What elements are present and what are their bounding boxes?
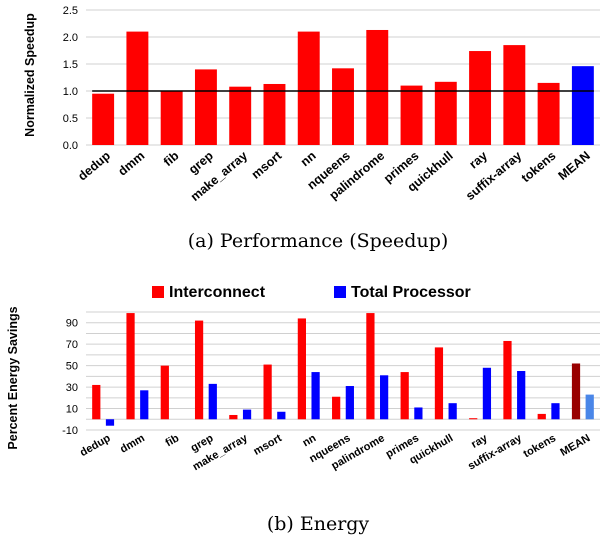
bar-interconnect-make-array	[229, 414, 238, 420]
y-tick-label: 1.5	[63, 59, 78, 71]
x-tick-label: MEAN	[558, 432, 592, 459]
bar-total-processor-palindrome	[380, 375, 389, 420]
speedup-chart: 0.00.51.01.52.02.5 dedup dmm fib grepmake_a…	[23, 5, 600, 252]
bar-interconnect-dmm	[126, 313, 135, 420]
x-tick-label: msort	[249, 148, 285, 182]
y-axis-label: Normalized Speedup	[23, 13, 37, 137]
y-tick-label: -10	[62, 425, 78, 437]
bar-ray	[469, 51, 492, 145]
bar-palindrome	[366, 29, 389, 146]
x-tick-label: tokens	[519, 149, 559, 186]
caption-a: (a) Performance (Speedup)	[188, 230, 449, 252]
bar-total-processor-nn	[311, 372, 320, 420]
bar-interconnect-suffix-array	[503, 340, 512, 420]
y-tick-label: 10	[66, 404, 78, 416]
x-tick-label: msort	[251, 432, 284, 458]
x-tick-label: dedup	[78, 432, 113, 459]
bar-total-processor-make-array	[242, 409, 252, 420]
x-tick-label: nn	[301, 432, 319, 449]
bar-interconnect-mean	[571, 363, 581, 420]
x-tick-label: ray	[467, 149, 490, 172]
legend-swatch-interconnect	[152, 286, 164, 298]
y-tick-label: 50	[66, 361, 78, 373]
y-tick-label: 90	[66, 318, 78, 330]
energy-chart: Interconnect Total Processor -10 10 30 50 70…	[6, 284, 600, 535]
bar-mean	[571, 66, 594, 145]
x-tick-label: dmm	[118, 432, 147, 456]
bar-interconnect-ray	[469, 418, 478, 420]
bar-quickhull	[434, 81, 457, 145]
x-tick-label: MEAN	[556, 149, 593, 183]
bar-interconnect-palindrome	[366, 313, 375, 420]
bar-total-processor-ray	[482, 367, 492, 420]
bar-make-array	[229, 86, 252, 145]
legend-label-total-processor: Total Processor	[351, 284, 471, 301]
x-tick-label: tokens	[521, 432, 558, 460]
legend-swatch-total-processor	[334, 286, 346, 298]
bar-total-processor-tokens	[551, 403, 560, 420]
bar-total-processor-grep	[208, 383, 217, 420]
bar-grep	[194, 69, 217, 145]
legend-label-interconnect: Interconnect	[169, 284, 266, 301]
bar-interconnect-nqueens	[332, 396, 341, 420]
bar-nn	[297, 31, 320, 146]
x-tick-label: ray	[469, 432, 490, 451]
bar-interconnect-fib	[160, 365, 169, 420]
bar-total-processor-dmm	[140, 390, 149, 420]
y-tick-label: 2.5	[63, 5, 78, 17]
bar-interconnect-quickhull	[434, 347, 444, 420]
bar-suffix-array	[503, 45, 526, 145]
bar-total-processor-nqueens	[345, 386, 354, 420]
bar-tokens	[537, 82, 560, 145]
x-tick-label: dmm	[115, 149, 147, 179]
y-tick-label: 0.0	[63, 140, 78, 152]
legend: Interconnect Total Processor	[152, 284, 471, 301]
y-tick-label: 30	[66, 382, 78, 394]
bar-interconnect-dedup	[92, 384, 101, 420]
bar-interconnect-tokens	[537, 413, 546, 420]
bar-msort	[263, 83, 286, 145]
caption-b: (b) Energy	[267, 513, 370, 535]
y-tick-label: 70	[66, 339, 78, 351]
y-tick-label: 2.0	[63, 32, 78, 44]
bar-fib	[160, 91, 183, 145]
bar-total-processor-mean	[585, 394, 594, 420]
y-axis-label: Percent Energy Savings	[6, 306, 20, 449]
bar-total-processor-dedup	[105, 419, 115, 426]
x-tick-label: dedup	[75, 148, 113, 183]
bar-dedup	[92, 93, 115, 145]
x-tick-label: fib	[161, 148, 182, 169]
bar-total-processor-suffix-array	[517, 371, 526, 420]
x-tick-label: nn	[298, 149, 319, 170]
bar-interconnect-grep	[194, 320, 204, 420]
bar-nqueens	[332, 68, 354, 145]
bar-primes	[400, 85, 423, 145]
x-tick-label: fib	[164, 432, 182, 449]
bar-interconnect-primes	[400, 372, 409, 420]
bar-dmm	[126, 31, 149, 146]
bar-interconnect-nn	[297, 318, 306, 420]
bar-total-processor-quickhull	[448, 403, 457, 420]
y-tick-label: 0.5	[63, 113, 78, 125]
y-tick-label: 1.0	[63, 86, 78, 98]
bar-total-processor-msort	[277, 411, 286, 420]
bar-interconnect-msort	[263, 364, 272, 420]
bar-total-processor-primes	[414, 407, 423, 420]
